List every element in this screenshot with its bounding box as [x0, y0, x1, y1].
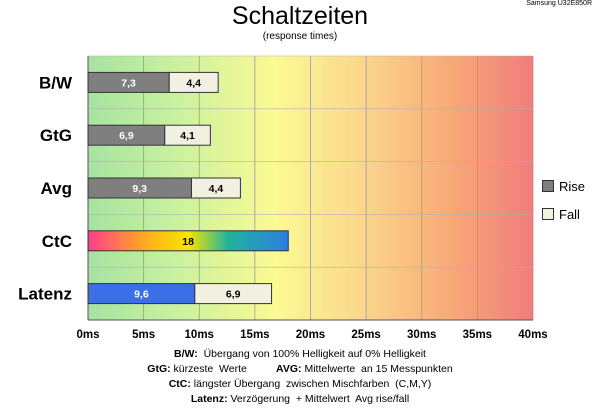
legend-label-rise: Rise [559, 178, 586, 194]
response-time-chart: 0ms 5ms 10ms 15ms 20ms 25ms 30ms 35ms 40ms B/W 7,3… [18, 55, 548, 341]
bar-fall [164, 124, 211, 146]
bar-rise-label: 7,3 [121, 77, 136, 89]
note-key: AVG: [276, 363, 302, 375]
note-text: Mittelwerte an 15 Messpunkten [301, 363, 453, 375]
note-key: B/W: [174, 348, 198, 360]
monitor-model-label: Samsung U32E850R [526, 0, 592, 7]
note-key: CtC: [168, 378, 191, 390]
bar-rise-label: 6,9 [119, 130, 134, 142]
bar-rise-label: 18 [182, 236, 194, 248]
bar-fall [168, 71, 219, 93]
note-text: kürzeste Werte [170, 363, 247, 375]
x-tick-label: 5ms [132, 329, 155, 341]
category-label: Latenz [18, 285, 72, 304]
chart-title: Schaltzeiten [231, 2, 369, 30]
x-tick-label: 0ms [76, 329, 99, 341]
bar-fall-label: 4,1 [180, 130, 195, 142]
bar-fall-label: 4,4 [186, 77, 201, 89]
legend-item-rise: Rise [542, 178, 585, 194]
category-label: B/W [39, 73, 73, 92]
note-row-latenz: Latenz: Verzögerung + Mittelwert Avg ris… [0, 392, 600, 407]
category-label: GtG [40, 126, 72, 145]
note-key: GtG: [147, 363, 171, 375]
bar-fall [194, 283, 273, 305]
note-text: Verzögerung + Mittelwert Avg rise/fall [227, 393, 410, 405]
x-tick-label: 30ms [407, 329, 436, 341]
bar-rise [87, 230, 289, 252]
legend-label-fall: Fall [559, 206, 580, 222]
x-tick-label: 25ms [351, 329, 380, 341]
bar-rise-label: 9,6 [134, 289, 149, 301]
legend-swatch-fall [542, 208, 554, 220]
note-row-gtg: GtG: kürzeste Werte AVG: Mittelwerte an … [0, 362, 600, 377]
note-text: Übergang von 100% Helligkeit auf 0% Hell… [197, 348, 426, 360]
bar-fall-label: 6,9 [226, 289, 241, 301]
chart-legend: Rise Fall [542, 178, 585, 234]
note-text: längster Übergang zwischen Mischfarben (… [190, 378, 432, 390]
chart-area: 0ms 5ms 10ms 15ms 20ms 25ms 30ms 35ms 40ms B/W 7,3… [18, 55, 548, 341]
category-label: CtC [42, 232, 72, 251]
note-row-bw: B/W: Übergang von 100% Helligkeit auf 0%… [0, 347, 600, 362]
bar-rise-label: 9,3 [132, 183, 147, 195]
x-tick-label: 15ms [240, 329, 269, 341]
note-key: Latenz: [190, 393, 228, 405]
chart-notes: B/W: Übergang von 100% Helligkeit auf 0%… [0, 347, 600, 407]
x-tick-label: 10ms [185, 329, 214, 341]
x-tick-label: 20ms [296, 329, 325, 341]
legend-item-fall: Fall [542, 206, 585, 222]
chart-subtitle: (response times) [262, 31, 338, 42]
legend-swatch-rise [542, 180, 554, 192]
bar-fall-label: 4,4 [209, 183, 224, 195]
x-tick-label: 35ms [463, 329, 492, 341]
note-row-ctc: CtC: längster Übergang zwischen Mischfar… [0, 377, 600, 392]
bar-fall [190, 177, 241, 199]
category-label: Avg [41, 179, 73, 198]
x-tick-label: 40ms [518, 329, 547, 341]
